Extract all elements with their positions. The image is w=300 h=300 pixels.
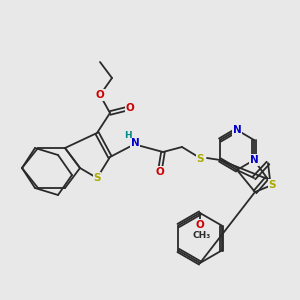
Text: S: S <box>196 154 204 164</box>
Text: S: S <box>93 173 101 183</box>
Text: O: O <box>96 90 104 100</box>
Text: O: O <box>126 103 134 113</box>
Text: O: O <box>156 167 164 177</box>
Text: CH₃: CH₃ <box>193 232 211 241</box>
Text: S: S <box>268 180 276 190</box>
Text: N: N <box>130 138 140 148</box>
Text: H: H <box>124 130 132 140</box>
Text: N: N <box>250 155 258 165</box>
Text: O: O <box>196 220 204 230</box>
Text: N: N <box>232 125 242 135</box>
